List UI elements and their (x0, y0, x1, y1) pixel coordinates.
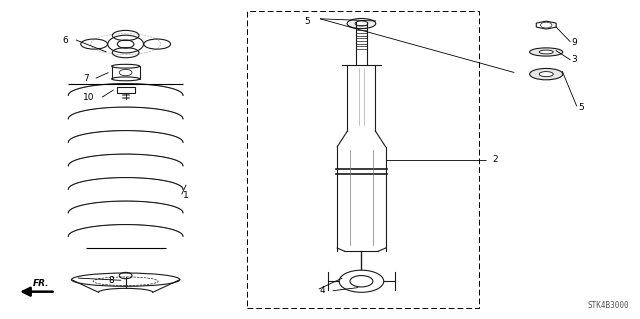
Ellipse shape (530, 69, 563, 80)
Bar (111, 66, 140, 79)
Text: 5: 5 (304, 18, 310, 26)
Ellipse shape (540, 71, 553, 77)
Text: 4: 4 (320, 286, 326, 295)
Text: 5: 5 (578, 103, 584, 112)
Text: STK4B3000: STK4B3000 (588, 301, 629, 310)
Ellipse shape (540, 50, 553, 54)
Ellipse shape (111, 77, 140, 81)
Bar (116, 87, 134, 93)
Bar (246, 11, 479, 308)
Text: 8: 8 (108, 276, 114, 285)
Text: 2: 2 (492, 155, 498, 164)
Text: FR.: FR. (33, 278, 49, 287)
Ellipse shape (355, 21, 368, 26)
Text: 1: 1 (183, 191, 189, 200)
Ellipse shape (347, 19, 376, 29)
Ellipse shape (111, 64, 140, 68)
Text: 10: 10 (83, 93, 95, 102)
Ellipse shape (530, 48, 563, 56)
Text: 9: 9 (572, 38, 577, 47)
Text: 7: 7 (83, 74, 89, 83)
Text: 6: 6 (62, 36, 68, 45)
Text: 3: 3 (572, 56, 577, 64)
